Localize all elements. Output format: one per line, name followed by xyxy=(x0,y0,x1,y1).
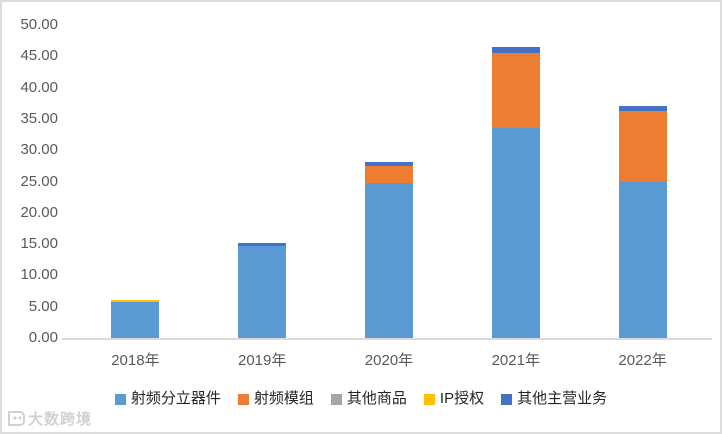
legend: 射频分立器件 射频模组 其他商品 IP授权 其他主营业务 xyxy=(2,390,720,408)
x-axis-label: 2018年 xyxy=(111,352,160,369)
watermark-text: 大数跨境 xyxy=(28,411,93,428)
legend-swatch-icon xyxy=(501,393,513,405)
legend-label: 射频分立器件 xyxy=(130,390,221,407)
bar-segment xyxy=(618,182,667,338)
bar-segment xyxy=(364,165,413,184)
y-axis: 0.00 5.00 10.00 15.00 20.00 25.00 30.00 35.00 40… xyxy=(2,2,58,362)
bar-segment xyxy=(238,242,287,246)
legend-item: 其他商品 xyxy=(330,390,407,408)
bar-segment xyxy=(364,183,413,338)
legend-item: 射频分立器件 xyxy=(114,390,221,408)
y-tick-label: 35.00 xyxy=(20,109,58,127)
bar-segment xyxy=(491,128,540,338)
legend-swatch-icon xyxy=(423,393,435,405)
legend-item: IP授权 xyxy=(423,390,485,408)
stacked-bar xyxy=(618,105,667,338)
bar-slot-2020年 xyxy=(326,25,453,338)
bar-slot-2019年 xyxy=(199,25,326,338)
stacked-bar xyxy=(111,300,160,338)
bar-segment xyxy=(491,46,540,54)
bar-slot-2018年 xyxy=(72,25,199,338)
legend-label: 其他商品 xyxy=(346,390,407,407)
x-axis-label: 2019年 xyxy=(238,352,287,369)
legend-label: 射频模组 xyxy=(253,390,314,407)
x-axis-labels: 2018年 2019年 2020年 2021年 2022年 xyxy=(72,349,706,370)
y-tick-label: 45.00 xyxy=(20,47,58,65)
legend-swatch-icon xyxy=(114,393,126,405)
y-tick-label: 0.00 xyxy=(28,329,58,346)
y-tick-label: 20.00 xyxy=(20,203,58,221)
legend-item: 射频模组 xyxy=(237,390,314,408)
x-axis-label: 2021年 xyxy=(491,352,540,369)
bar-segment xyxy=(364,162,413,166)
y-tick-label: 25.00 xyxy=(20,172,58,190)
y-tick-label: 40.00 xyxy=(20,78,58,96)
bar-segment xyxy=(111,300,160,303)
plot-area xyxy=(72,25,706,338)
y-tick-label: 50.00 xyxy=(20,16,58,33)
bar-slot-2022年 xyxy=(579,25,706,338)
bar-segment xyxy=(238,245,287,338)
x-axis-label: 2022年 xyxy=(618,352,667,369)
legend-swatch-icon xyxy=(330,393,342,405)
y-tick-label: 30.00 xyxy=(20,141,58,159)
bar-segment xyxy=(491,53,540,129)
stacked-bar xyxy=(364,162,413,338)
watermark: 大数跨境 xyxy=(7,408,92,429)
legend-label: IP授权 xyxy=(439,390,485,407)
watermark-logo-icon xyxy=(8,410,25,426)
bar-segment xyxy=(618,110,667,183)
legend-item: 其他主营业务 xyxy=(501,390,607,408)
y-tick-label: 10.00 xyxy=(20,266,58,284)
bar-slot-2021年 xyxy=(452,25,579,338)
legend-label: 其他主营业务 xyxy=(517,390,608,407)
bar-segment xyxy=(111,302,160,338)
stacked-bar xyxy=(491,46,540,338)
y-tick-label: 5.00 xyxy=(28,297,58,315)
y-tick-label: 15.00 xyxy=(20,235,58,253)
bar-segment xyxy=(618,105,667,111)
x-axis-label: 2020年 xyxy=(364,352,414,369)
stacked-bar xyxy=(238,242,287,338)
x-axis-line xyxy=(62,338,712,340)
legend-swatch-icon xyxy=(237,393,249,405)
